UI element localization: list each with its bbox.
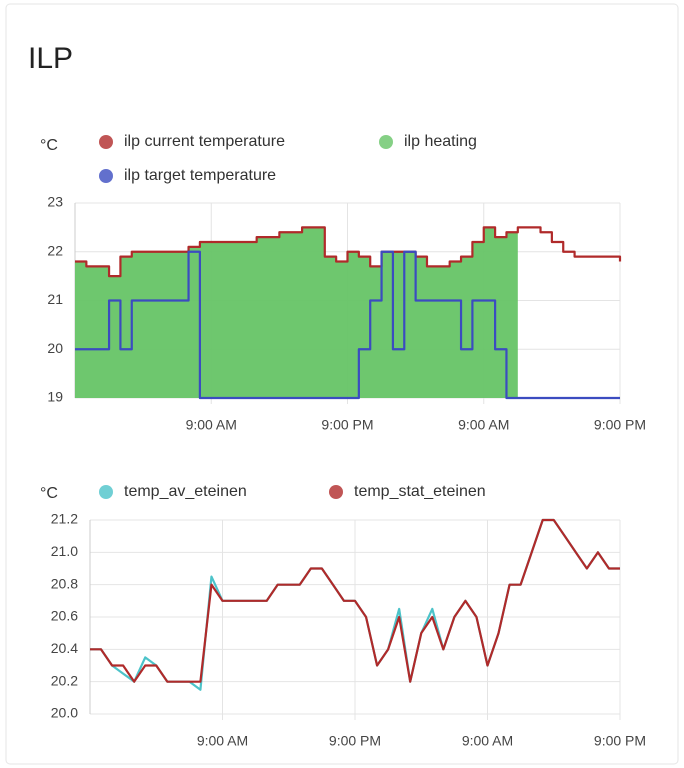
- line: [75, 250, 620, 400]
- x-tick-label: 9:00 PM: [594, 417, 646, 433]
- legend-label: ilp target temperature: [124, 167, 276, 184]
- x-tick-label: 9:00 AM: [462, 733, 513, 749]
- line: [75, 226, 622, 278]
- legend-swatch: [99, 135, 113, 149]
- line: [90, 518, 620, 683]
- y-axis-unit: °C: [40, 485, 58, 502]
- legend-label: temp_stat_eteinen: [354, 483, 486, 500]
- area: [75, 227, 518, 398]
- y-tick-label: 22: [47, 242, 63, 258]
- x-tick-label: 9:00 PM: [329, 733, 381, 749]
- legend-swatch: [99, 485, 113, 499]
- y-tick-label: 21.0: [51, 543, 78, 559]
- legend-swatch: [99, 169, 113, 183]
- y-tick-label: 21: [47, 291, 63, 307]
- y-tick-label: 20.4: [51, 640, 78, 656]
- y-tick-label: 20: [47, 340, 63, 356]
- legend-label: ilp heating: [404, 133, 477, 150]
- y-tick-label: 19: [47, 389, 63, 405]
- x-tick-label: 9:00 PM: [321, 417, 373, 433]
- y-tick-label: 20.0: [51, 705, 78, 721]
- y-axis-unit: °C: [40, 137, 58, 154]
- y-tick-label: 20.6: [51, 608, 78, 624]
- card-title: ILP: [28, 42, 73, 75]
- legend-swatch: [329, 485, 343, 499]
- x-tick-label: 9:00 AM: [186, 417, 237, 433]
- y-tick-label: 23: [47, 194, 63, 210]
- y-tick-label: 21.2: [51, 511, 78, 527]
- legend-label: ilp current temperature: [124, 133, 285, 150]
- x-tick-label: 9:00 AM: [197, 733, 248, 749]
- x-tick-label: 9:00 PM: [594, 733, 646, 749]
- legend-swatch: [379, 135, 393, 149]
- y-tick-label: 20.2: [51, 672, 78, 688]
- x-tick-label: 9:00 AM: [458, 417, 509, 433]
- y-tick-label: 20.8: [51, 575, 78, 591]
- legend-label: temp_av_eteinen: [124, 483, 247, 500]
